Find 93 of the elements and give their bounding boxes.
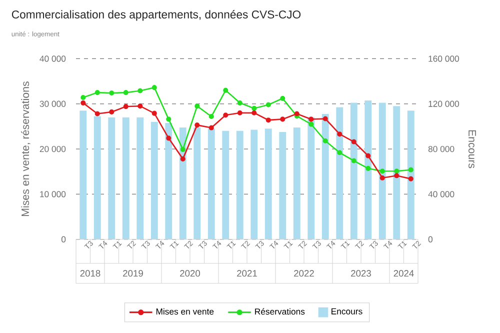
point bbox=[408, 176, 414, 182]
bar bbox=[293, 127, 300, 240]
point bbox=[408, 167, 414, 172]
point bbox=[337, 150, 342, 155]
legend-label: Réservations bbox=[255, 308, 305, 314]
y-tick-label: 0 bbox=[61, 236, 66, 242]
point bbox=[223, 112, 228, 118]
point bbox=[152, 110, 157, 116]
text: 2024 bbox=[394, 270, 414, 276]
point bbox=[237, 110, 242, 116]
point bbox=[337, 131, 342, 136]
point bbox=[80, 100, 86, 106]
bar bbox=[393, 106, 400, 240]
point bbox=[94, 90, 100, 95]
y2-tick-label: 0 bbox=[428, 236, 433, 242]
bar bbox=[336, 107, 344, 240]
point bbox=[208, 125, 214, 130]
legend-label: Mises en vente bbox=[156, 308, 214, 314]
point bbox=[394, 172, 400, 178]
point bbox=[380, 175, 385, 180]
bar bbox=[322, 114, 329, 240]
y-tick-label: 10 000 bbox=[40, 190, 66, 198]
text: 2020 bbox=[180, 270, 200, 276]
y-tick-label: 40 000 bbox=[40, 55, 66, 62]
point bbox=[152, 84, 157, 90]
bar bbox=[136, 117, 144, 240]
y-axis-title: Mises en vente, réservations bbox=[21, 81, 30, 216]
point bbox=[166, 116, 172, 122]
bar bbox=[80, 110, 87, 240]
y2-tick-label: 120 000 bbox=[428, 100, 460, 107]
point bbox=[280, 116, 286, 122]
bar bbox=[350, 102, 358, 240]
point bbox=[266, 102, 271, 108]
y2-tick-label: 40 000 bbox=[428, 190, 454, 198]
point bbox=[208, 114, 214, 119]
legend-label: Encours bbox=[332, 308, 362, 314]
y-tick-label: 30 000 bbox=[40, 100, 66, 107]
text: 2022 bbox=[294, 270, 314, 276]
point bbox=[180, 156, 186, 162]
text: 2018 bbox=[80, 270, 100, 276]
y2-tick-label: 80 000 bbox=[428, 146, 454, 152]
point bbox=[252, 106, 257, 111]
point bbox=[322, 138, 328, 144]
bar bbox=[364, 100, 372, 240]
point bbox=[252, 110, 257, 116]
point bbox=[80, 94, 86, 100]
point bbox=[109, 109, 114, 114]
text: 2023 bbox=[351, 270, 371, 276]
bar bbox=[208, 128, 215, 240]
bar bbox=[378, 102, 386, 240]
y2-axis-title: Encours bbox=[468, 130, 476, 168]
bar bbox=[264, 128, 272, 240]
point bbox=[380, 168, 385, 174]
text: 2019 bbox=[123, 270, 143, 276]
point bbox=[123, 90, 128, 95]
point bbox=[266, 117, 271, 122]
point bbox=[280, 96, 286, 101]
point bbox=[237, 100, 242, 106]
point bbox=[194, 122, 200, 128]
bar bbox=[222, 130, 230, 240]
bar bbox=[108, 117, 116, 240]
y-tick-label: 20 000 bbox=[40, 146, 66, 152]
point bbox=[109, 90, 114, 96]
bar bbox=[407, 110, 414, 240]
y2-tick-label: 160 000 bbox=[428, 55, 460, 62]
point bbox=[94, 111, 100, 116]
point bbox=[366, 166, 371, 171]
bar bbox=[94, 116, 101, 240]
bar bbox=[165, 122, 172, 240]
bar bbox=[122, 117, 130, 240]
text: 2021 bbox=[237, 270, 257, 276]
bar bbox=[179, 127, 186, 240]
chart-title: Commercialisation des appartements, données CVS-CJO bbox=[12, 10, 301, 21]
bar bbox=[194, 127, 201, 240]
point bbox=[123, 104, 128, 109]
bar bbox=[308, 117, 315, 240]
point bbox=[366, 153, 371, 158]
point bbox=[308, 121, 314, 127]
point bbox=[351, 158, 356, 164]
point bbox=[308, 116, 314, 122]
point bbox=[394, 168, 400, 174]
point bbox=[351, 139, 356, 144]
bar bbox=[150, 122, 158, 240]
point bbox=[138, 88, 143, 94]
bar bbox=[236, 130, 244, 240]
point bbox=[166, 135, 172, 141]
point bbox=[194, 103, 200, 108]
point bbox=[138, 103, 143, 108]
point bbox=[180, 146, 186, 152]
point bbox=[223, 88, 228, 93]
point bbox=[322, 116, 328, 122]
bar bbox=[250, 130, 258, 240]
bar bbox=[279, 132, 286, 240]
